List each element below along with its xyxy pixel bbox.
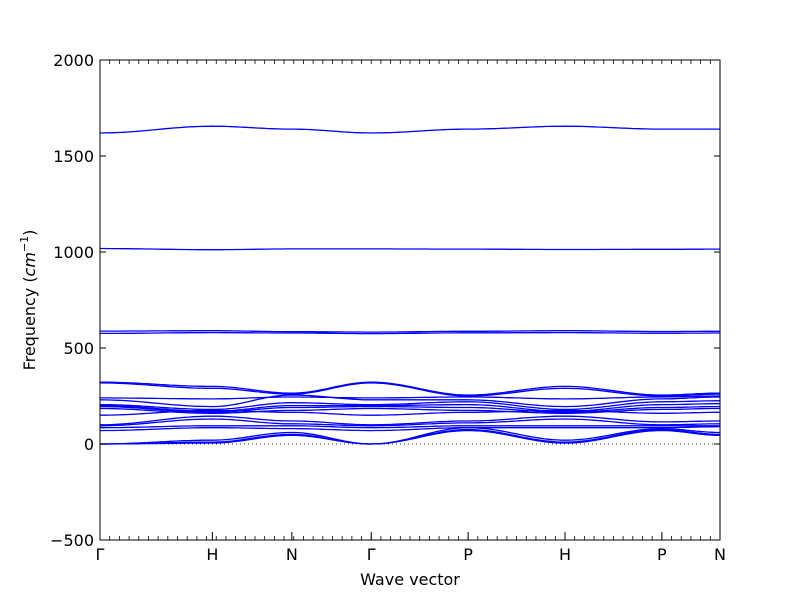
band-line-4 [100, 331, 720, 335]
band-line-14 [100, 415, 720, 426]
x-tick-label: Γ [96, 545, 105, 564]
y-tick-label: 1000 [53, 243, 94, 262]
band-line-8 [99, 394, 720, 408]
band-line-6 [99, 382, 720, 397]
y-tick-label: 1500 [53, 147, 94, 166]
x-tick-label: N [714, 545, 726, 564]
band-line-5 [100, 381, 720, 396]
band-line-1 [99, 125, 720, 134]
y-axis-label-main: Frequency ( [20, 276, 39, 370]
plot-frame [99, 59, 721, 541]
y-axis-ticks: −500 0 500 1000 1500 2000 [50, 51, 720, 550]
y-tick-label: −500 [50, 531, 94, 550]
band-line-3 [100, 330, 720, 333]
y-axis-label-unit: cm [20, 252, 39, 276]
y-axis-label-unit-sup: −1 [18, 236, 31, 252]
band-series-group [99, 125, 721, 445]
y-tick-label: 2000 [53, 51, 94, 70]
x-tick-label: P [463, 545, 473, 564]
band-line-13 [100, 409, 720, 416]
y-axis-label: Frequency (cm−1) [18, 230, 39, 371]
band-line-11 [100, 405, 720, 413]
y-axis-label-close: ) [20, 230, 39, 236]
band-line-16 [100, 425, 720, 429]
y-tick-label: 0 [84, 435, 94, 454]
band-line-9 [99, 400, 720, 411]
band-line-17 [99, 426, 720, 432]
band-line-18 [100, 427, 720, 445]
band-line-20 [100, 429, 721, 445]
x-tick-label: N [286, 545, 298, 564]
x-tick-label: P [657, 545, 667, 564]
x-tick-label: H [206, 545, 218, 564]
band-line-15 [99, 418, 720, 427]
x-tick-label: H [559, 545, 571, 564]
band-line-7 [100, 395, 720, 400]
x-axis-label: Wave vector [360, 570, 460, 589]
plot-background [100, 60, 720, 540]
band-line-12 [100, 407, 720, 414]
y-tick-label: 500 [63, 339, 94, 358]
x-tick-label: Γ [367, 545, 376, 564]
band-line-2 [100, 247, 720, 251]
